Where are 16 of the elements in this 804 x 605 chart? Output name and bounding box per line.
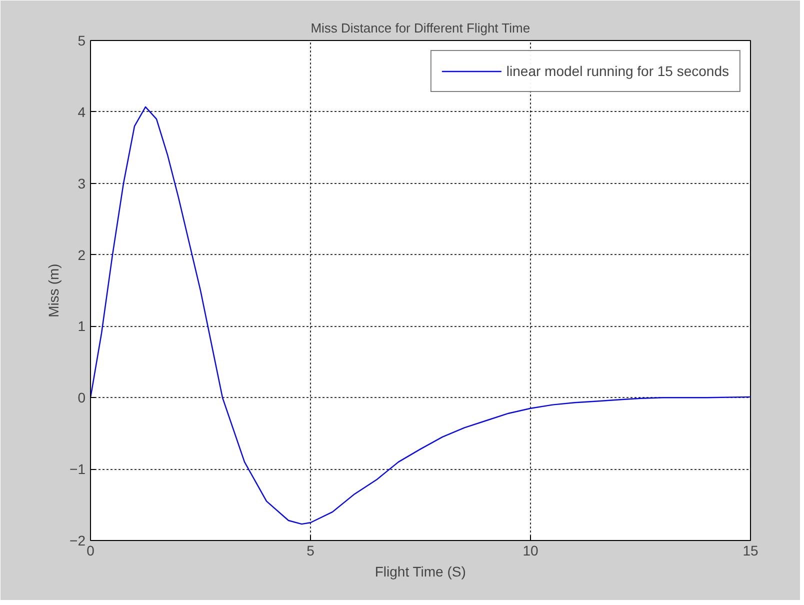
line-series [90, 106, 750, 525]
y-tick-label: 3 [78, 175, 86, 192]
x-tick-label: 15 [742, 542, 758, 558]
y-tick-label: −1 [70, 461, 86, 478]
x-tick-label: 10 [522, 542, 538, 558]
x-tick-label: 5 [306, 542, 315, 558]
y-tick-label: 0 [78, 390, 86, 406]
x-axis-title: Flight Time (S) [374, 564, 466, 580]
chart-title: Miss Distance for Different Flight Time [310, 20, 530, 36]
y-tick-label: 2 [78, 246, 86, 263]
y-tick-label: −2 [70, 532, 86, 548]
y-tick-label: 5 [78, 32, 86, 48]
y-tick-label: 4 [78, 104, 86, 120]
legend-label: linear model running for 15 seconds [506, 63, 729, 79]
y-tick-label: 1 [78, 318, 86, 334]
y-axis-title: Miss (m) [46, 264, 62, 318]
